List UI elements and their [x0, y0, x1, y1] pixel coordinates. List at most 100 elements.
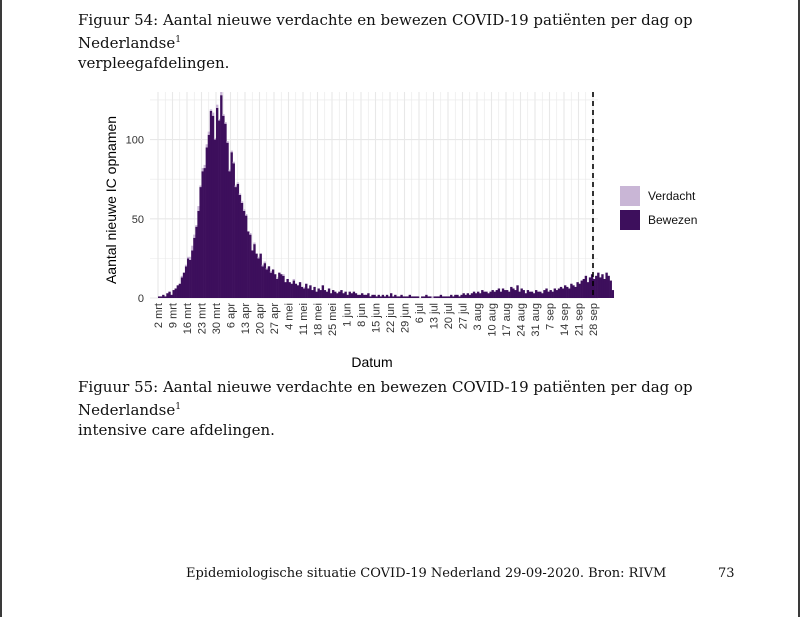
bar-bewezen	[294, 283, 298, 298]
bar-bewezen	[352, 291, 356, 298]
page-edge-left	[0, 0, 2, 617]
bar-verdacht	[236, 182, 240, 184]
bar-verdacht	[232, 161, 235, 164]
bar-bewezen	[321, 285, 325, 298]
bar-verdacht	[234, 185, 238, 188]
bar-bewezen	[207, 134, 211, 298]
bar-bewezen	[209, 111, 213, 298]
bar-verdacht	[245, 214, 248, 216]
x-tick-label: 10 aug	[487, 303, 499, 337]
bar-bewezen	[398, 296, 401, 298]
bar-bewezen	[240, 202, 244, 298]
bar-bewezen	[218, 120, 221, 299]
bar-bewezen	[433, 296, 436, 298]
bar-bewezen	[315, 291, 318, 298]
bar-bewezen	[251, 250, 254, 298]
bar-bewezen	[232, 163, 235, 298]
bar-bewezen	[408, 294, 412, 298]
bar-verdacht	[230, 150, 233, 153]
bar-bewezen	[530, 291, 534, 298]
bar-bewezen	[423, 296, 426, 298]
bar-bewezen	[249, 234, 252, 298]
bar-bewezen	[404, 296, 407, 298]
bar-bewezen	[361, 293, 364, 298]
x-tick-label: 7 sep	[545, 303, 557, 330]
bar-bewezen	[437, 296, 441, 298]
bar-bewezen	[609, 280, 612, 298]
bar-bewezen	[267, 266, 271, 298]
bar-verdacht	[201, 168, 204, 172]
bar-bewezen	[363, 294, 366, 298]
bar-verdacht	[184, 264, 188, 267]
bar-bewezen	[216, 107, 219, 298]
x-tick-label: 11 mei	[298, 303, 310, 335]
bar-bewezen	[394, 294, 397, 298]
bar-bewezen	[197, 210, 200, 298]
x-tick-label: 20 jul	[443, 303, 455, 329]
bar-bewezen	[421, 296, 424, 298]
bar-bewezen	[522, 290, 525, 298]
bar-bewezen	[211, 115, 215, 299]
x-tick-label: 3 aug	[472, 303, 484, 331]
bar-verdacht	[269, 271, 273, 273]
bar-bewezen	[203, 168, 206, 298]
x-tick-label: 21 sep	[574, 303, 586, 336]
bar-bewezen	[290, 283, 293, 298]
bar-verdacht	[197, 206, 200, 211]
bar-bewezen	[356, 294, 360, 298]
legend-label-bewezen: Bewezen	[648, 213, 697, 227]
page-number: 73	[718, 566, 735, 581]
bar-bewezen	[576, 282, 579, 298]
x-tick-label: 16 mrt	[182, 303, 194, 334]
x-tick-label: 25 mei	[327, 303, 339, 336]
bar-bewezen	[470, 293, 474, 298]
bar-bewezen	[541, 293, 544, 298]
bar-bewezen	[365, 294, 368, 298]
bar-bewezen	[236, 183, 240, 298]
bar-bewezen	[537, 291, 540, 298]
bar-bewezen	[601, 274, 604, 298]
bar-verdacht	[195, 225, 198, 227]
bar-bewezen	[247, 231, 250, 298]
bar-bewezen	[570, 283, 573, 298]
bar-bewezen	[164, 296, 167, 298]
bar-bewezen	[325, 291, 329, 298]
x-tick-label: 30 mrt	[211, 303, 223, 334]
bar-bewezen	[402, 296, 405, 298]
bar-bewezen	[201, 171, 204, 298]
bar-bewezen	[410, 296, 414, 298]
bar-bewezen	[586, 282, 590, 298]
bar-bewezen	[578, 283, 581, 298]
bar-bewezen	[189, 259, 192, 298]
x-tick-label: 27 jul	[458, 303, 470, 329]
bar-bewezen	[491, 290, 494, 298]
bar-bewezen	[195, 226, 198, 298]
bar-bewezen	[462, 293, 465, 298]
bar-verdacht	[180, 275, 184, 278]
bar-verdacht	[209, 109, 213, 112]
x-tick-label: 8 jun	[356, 303, 368, 327]
bar-verdacht	[213, 137, 217, 140]
bar-bewezen	[584, 275, 588, 298]
bar-verdacht	[265, 267, 269, 270]
bar-bewezen	[342, 293, 345, 298]
bar-bewezen	[454, 294, 457, 298]
bar-bewezen	[566, 286, 569, 298]
bar-bewezen	[539, 291, 542, 298]
bar-verdacht	[187, 256, 190, 259]
bar-bewezen	[226, 142, 229, 298]
bar-bewezen	[483, 291, 486, 298]
bar-bewezen	[443, 296, 447, 298]
bar-bewezen	[191, 250, 194, 298]
bar-verdacht	[205, 144, 209, 148]
bar-bewezen	[514, 290, 517, 298]
bar-bewezen	[346, 294, 349, 298]
bar-bewezen	[367, 293, 370, 298]
bar-bewezen	[506, 290, 509, 298]
bar-bewezen	[543, 290, 546, 298]
bar-bewezen	[319, 290, 322, 298]
figure-54-footnote-mark: 1	[175, 35, 181, 45]
bar-bewezen	[228, 171, 231, 298]
